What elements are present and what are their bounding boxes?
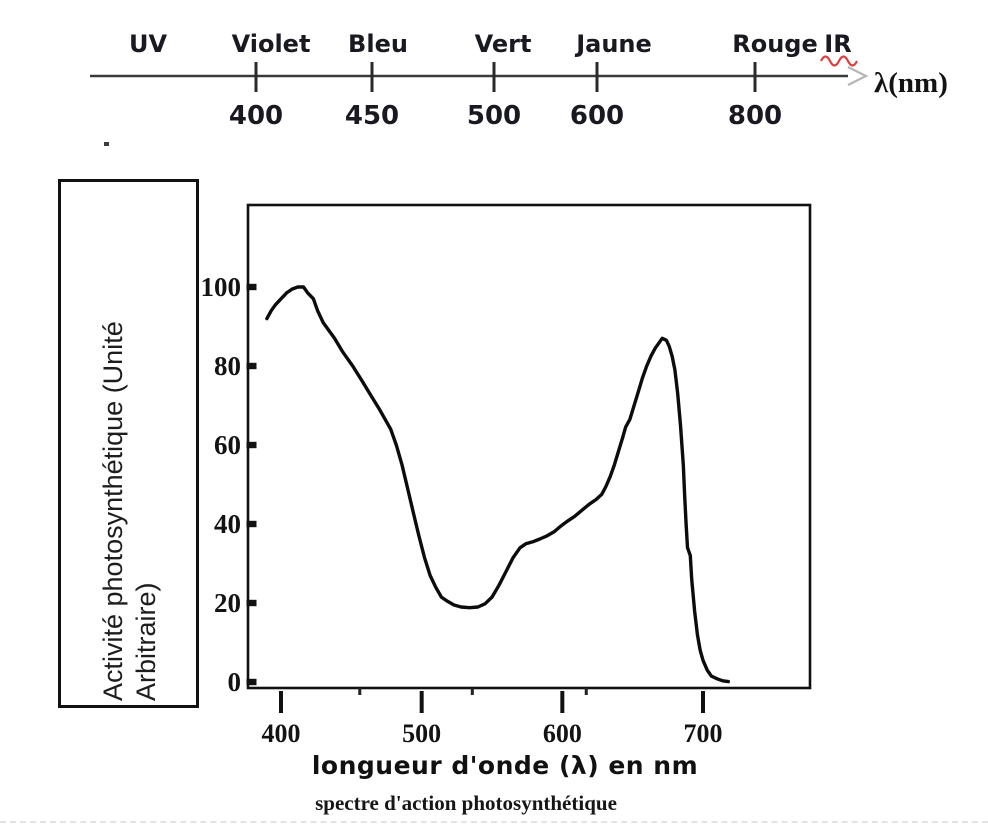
scale-tick-label-400: 400: [229, 101, 283, 131]
band-label-rouge: Rouge: [732, 30, 818, 58]
y-tick-label-0: 0: [228, 667, 242, 697]
y-tick-80: [246, 362, 257, 370]
band-label-ir: IR: [824, 30, 851, 58]
y-tick-40: [246, 520, 257, 528]
plot-frame: [246, 203, 812, 690]
y-axis-label-box: [58, 179, 199, 708]
ir-underline-squiggle: [820, 55, 858, 67]
figure-caption: spectre d'action photosynthétique: [315, 791, 617, 815]
y-tick-60: [246, 441, 257, 449]
scale-tick-label-500: 500: [467, 101, 521, 131]
band-label-violet: Violet: [232, 30, 311, 58]
action-spectrum-curve: [265, 285, 730, 684]
band-label-jaune: Jaune: [574, 30, 652, 58]
scale-tick-label-600: 600: [570, 101, 624, 131]
y-axis-label: Activité photosynthétique (Unité Arbitrai…: [97, 321, 163, 701]
y-tick-label-80: 80: [214, 351, 241, 381]
x-axis-label: longueur d'onde (λ) en nm: [311, 751, 699, 780]
scale-tick-label-800: 800: [728, 101, 782, 131]
x-minor-mark-617: [584, 688, 588, 695]
x-tick-label-500: 500: [402, 719, 441, 748]
y-tick-label-60: 60: [214, 430, 241, 460]
y-tick-label-20: 20: [214, 588, 241, 618]
band-label-bleu: Bleu: [348, 30, 408, 58]
action-spectrum-chart: 0 20 40 60 80 100 400 500 600 700: [201, 203, 812, 748]
scale-tick-label-450: 450: [345, 101, 399, 131]
band-label-vert: Vert: [475, 30, 532, 58]
x-minor-mark-536: [470, 688, 474, 695]
band-label-uv: UV: [129, 30, 167, 58]
spectrum-scale: λ(nm) UV Violet Bleu Vert Jaune Rouge IR 400 450 5…: [90, 30, 948, 131]
bottom-divider: [0, 821, 988, 823]
y-tick-0: [246, 678, 257, 686]
axis-arrow-icon: [847, 66, 869, 86]
lambda-axis-label: λ(nm): [874, 67, 948, 99]
x-tick-label-600: 600: [543, 719, 582, 748]
x-tick-label-700: 700: [684, 719, 723, 748]
y-tick-100: [246, 283, 257, 291]
y-tick-label-40: 40: [214, 509, 241, 539]
y-axis-label-line1: Activité photosynthétique (Unité: [98, 321, 128, 701]
x-minor-mark-456: [358, 688, 362, 695]
y-tick-label-100: 100: [201, 272, 242, 302]
y-tick-20: [246, 599, 257, 607]
stray-dot: [104, 142, 109, 146]
x-tick-label-400: 400: [262, 719, 301, 748]
y-axis-label-line2: Arbitraire): [131, 582, 161, 701]
